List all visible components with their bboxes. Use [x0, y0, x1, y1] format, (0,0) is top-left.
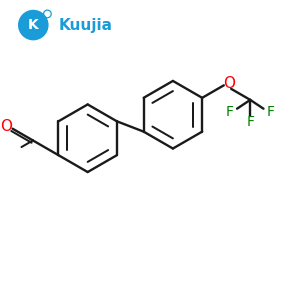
Circle shape	[18, 10, 49, 40]
Text: O: O	[223, 76, 235, 92]
Text: K: K	[28, 18, 39, 32]
Text: F: F	[226, 105, 234, 118]
Text: O: O	[0, 119, 12, 134]
Text: Kuujia: Kuujia	[58, 18, 112, 33]
Text: F: F	[267, 105, 275, 118]
Text: F: F	[246, 115, 254, 129]
